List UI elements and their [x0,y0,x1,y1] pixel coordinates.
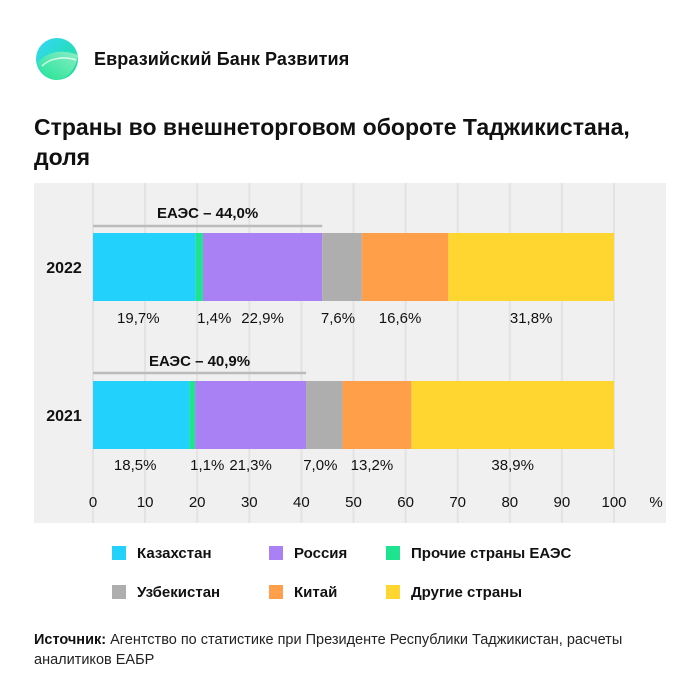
legend-swatch-kazakhstan [112,546,126,560]
legend-swatch-russia [269,546,283,560]
legend-label: Другие страны [411,583,523,601]
chart-title: Страны во внешнеторговом обороте Таджики… [34,114,630,170]
bar-segment-ru-2022 [202,233,323,301]
header: Евразийский Банк Развития [34,36,349,82]
category-label: 2022 [46,260,82,277]
data-label-cn-2021: 13,2% [351,457,394,474]
legend-label: Прочие страны ЕАЭС [411,544,572,562]
brand-name: Евразийский Банк Развития [94,48,350,69]
x-tick-label: 50 [345,494,362,511]
x-tick-label: 0 [89,494,97,511]
x-tick-label: 30 [241,494,258,511]
eaeu-annotation: ЕАЭС – 40,9% [149,353,250,370]
legend-item-uzbekistan: Узбекистан [112,584,269,601]
x-tick-label: 60 [397,494,414,511]
x-tick-label: 80 [501,494,518,511]
legend-swatch-other-eaeu [386,546,400,560]
legend: Казахстан Россия Прочие страны ЕАЭС Узбе… [112,540,672,618]
bar-segment-other-2022 [448,233,614,301]
source-label: Источник: [34,632,107,648]
data-label-kz-2021: 18,5% [114,457,157,474]
legend-item-other-countries: Другие страны [386,584,646,601]
data-label-kz-2022: 19,7% [117,310,160,327]
legend-label: Узбекистан [137,583,221,601]
data-label-eaeu-2021: 1,1% [190,457,224,474]
legend-item-russia: Россия [269,545,386,562]
data-label-cn-2022: 16,6% [379,310,422,327]
x-tick-label: 70 [449,494,466,511]
x-tick-label: 10 [137,494,154,511]
data-label-other-2021: 38,9% [491,457,534,474]
bar-segment-cn-2021 [342,381,412,449]
data-label-uz-2021: 7,0% [303,457,337,474]
bar-segment-cn-2022 [361,233,449,301]
bar-segment-kz-2021 [93,381,190,449]
category-label: 2021 [46,408,82,425]
legend-item-other-eaeu: Прочие страны ЕАЭС [386,545,646,562]
bar-segment-eaeu-2022 [195,233,203,301]
legend-row-2: Узбекистан Китай Другие страны [112,579,672,605]
data-label-uz-2022: 7,6% [321,310,355,327]
data-label-ru-2022: 22,9% [241,310,284,327]
legend-item-china: Китай [269,584,386,601]
legend-label: Казахстан [137,544,212,562]
x-tick-label: 40 [293,494,310,511]
x-tick-label: 20 [189,494,206,511]
legend-label: Китай [294,583,338,601]
x-tick-label: 90 [554,494,571,511]
legend-swatch-china [269,585,283,599]
source-text: Агентство по статистике при Президенте Р… [34,632,623,668]
bar-segment-uz-2022 [322,233,362,301]
data-label-other-2022: 31,8% [510,310,553,327]
legend-label: Россия [294,544,348,562]
legend-row-1: Казахстан Россия Прочие страны ЕАЭС [112,540,672,566]
data-label-eaeu-2022: 1,4% [197,310,231,327]
eaeu-annotation: ЕАЭС – 44,0% [157,205,258,222]
legend-swatch-other-countries [386,585,400,599]
bar-segment-ru-2021 [195,381,307,449]
bar-segment-eaeu-2021 [189,381,196,449]
legend-item-kazakhstan: Казахстан [112,545,269,562]
legend-swatch-uzbekistan [112,585,126,599]
bar-segment-uz-2021 [306,381,343,449]
data-label-ru-2021: 21,3% [229,457,272,474]
x-tick-label: 100 [601,494,626,511]
source-note: Источник: Агентство по статистике при Пр… [34,630,674,670]
bar-segment-other-2021 [411,381,614,449]
edb-logo-icon [36,38,78,80]
x-axis-unit: % [649,494,662,511]
bar-segment-kz-2022 [93,233,196,301]
